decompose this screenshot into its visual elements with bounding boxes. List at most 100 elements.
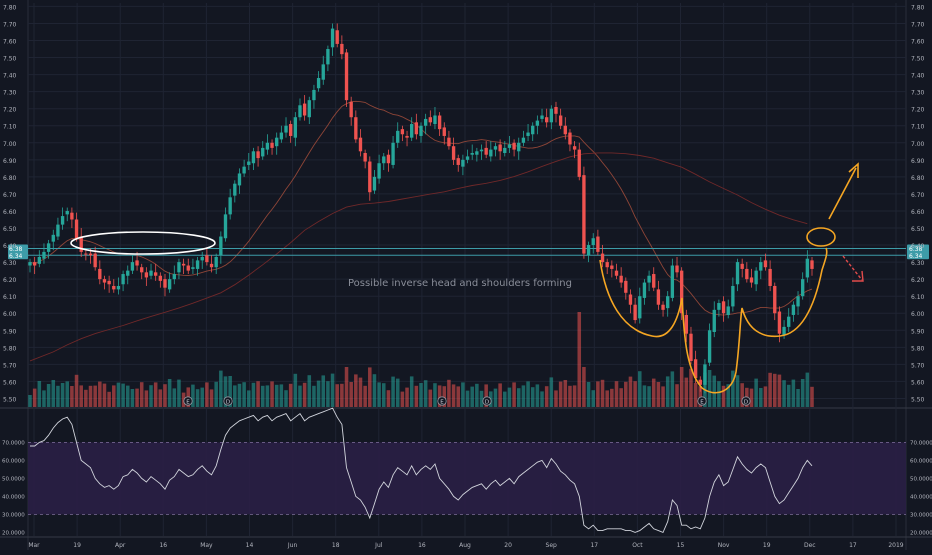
volume-bar [707,370,712,407]
candle-body [652,274,656,288]
candle-body [521,137,526,143]
level-label-right: 6.34 [909,253,923,260]
volume-bar [400,391,405,407]
volume-bar [288,383,293,407]
volume-bar [121,383,125,407]
volume-bar [330,373,335,407]
down-arrow-shaft [842,255,863,281]
price-tick-left: 6.60 [3,209,17,216]
candle-body [37,256,41,264]
volume-bar [316,380,321,407]
candle-body [386,154,391,164]
volume-bar [274,384,279,407]
candle-body [79,236,83,252]
candle-body [330,28,335,48]
volume-bar [693,383,698,407]
price-tick-left: 7.60 [3,39,17,46]
volume-bar [256,381,260,407]
volume-bar [712,375,717,407]
candle-body [666,296,670,309]
candle-body [461,159,465,167]
candle-body [591,238,595,246]
price-tick-right: 6.10 [911,294,925,301]
candle-body [288,124,293,136]
candle-body [642,282,647,298]
candle-body [149,270,153,276]
volume-bar [763,386,768,407]
candle-body [447,137,451,147]
time-tick: Jul [374,542,383,549]
volume-bar [372,374,377,407]
volume-bar [223,376,228,407]
volume-bar [675,384,679,407]
volume-bar [791,379,796,407]
volume-bar [805,372,810,407]
event-marker-circle [183,396,193,406]
volume-bar [135,388,139,407]
candle-body [177,262,181,273]
volume-bar [651,378,656,407]
price-tick-left: 7.20 [3,107,17,114]
event-marker-circle [482,396,492,406]
candle-body [451,146,456,160]
volume-bar [717,381,721,407]
candle-body [219,236,223,256]
volume-bar [363,385,367,407]
candle-body [344,52,349,101]
volume-bar [591,390,595,407]
volume-bar [777,374,782,407]
volume-bar [512,382,516,407]
candle-body [703,364,707,385]
event-marker-label: D [485,399,489,405]
volume-bar [451,384,456,407]
candle-body [503,147,507,154]
volume-bar [470,386,474,407]
candle-body [368,161,372,193]
candle-body [661,304,665,310]
candle-body [186,265,190,271]
candle-body [582,175,586,254]
inverse-head-shoulders-outline [599,247,828,394]
candle-body [414,122,419,135]
time-tick: Mar [28,542,40,549]
candle-body [93,253,97,268]
candle-body [307,100,311,118]
volume-bar [395,378,400,407]
volume-bar [391,376,395,407]
volume-bar [307,375,312,407]
time-tick: May [200,542,213,549]
volume-bar [754,378,758,407]
candle-body [116,285,121,290]
candle-body [126,270,130,276]
candle-body [130,262,135,271]
volume-bar [88,385,93,407]
candle-body [554,106,558,114]
candle-body [326,49,330,65]
price-tick-left: 6.30 [3,260,17,267]
candle-body [247,161,251,165]
price-tick-right: 6.40 [911,243,925,250]
volume-bar [521,385,526,407]
price-tick-right: 7.20 [911,107,925,114]
volume-bar [28,395,32,407]
volume-bar [46,384,51,407]
rsi-tick-right: 50.0000 [910,476,932,482]
candle-body [549,108,554,123]
candle-body [568,132,572,145]
time-tick: Dec [804,542,816,549]
candle-body [382,156,386,164]
price-tick-right: 6.30 [911,260,925,267]
candle-body [782,326,786,336]
candle-body [558,115,563,126]
volume-bar [479,390,484,407]
event-marker-label: D [226,399,230,405]
volume-bar [409,376,414,407]
volume-bar [405,387,409,407]
volume-bar [251,382,256,407]
volume-bar [647,386,651,407]
volume-bar [782,380,786,407]
candle-body [749,277,754,283]
price-tick-left: 7.80 [3,4,17,11]
